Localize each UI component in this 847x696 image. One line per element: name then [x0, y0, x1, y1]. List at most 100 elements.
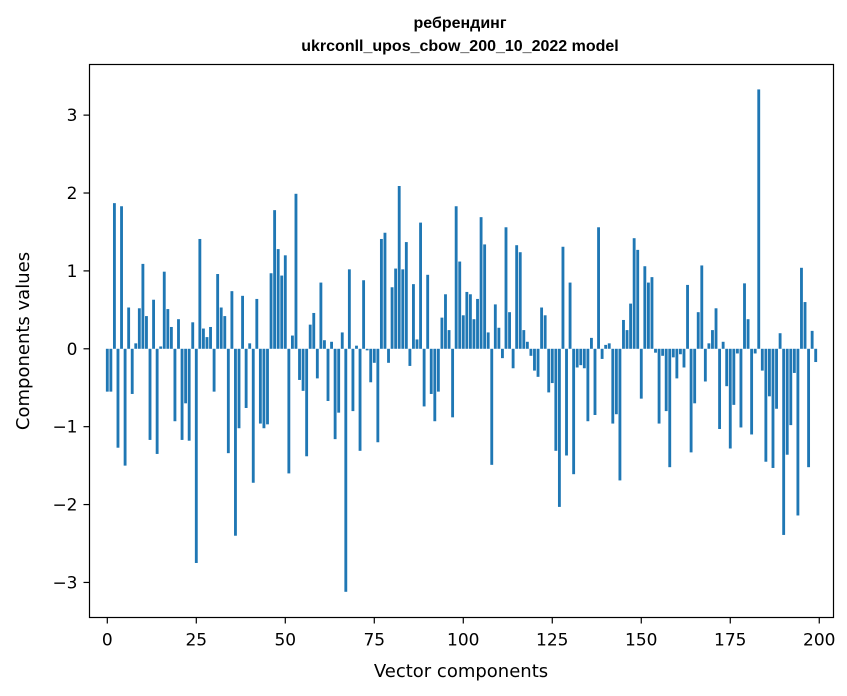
bar-component-153: [650, 277, 654, 349]
bar-component-162: [682, 348, 686, 368]
bar-component-0: [105, 348, 109, 392]
bar-component-170: [711, 330, 714, 349]
x-tick-label: 100: [447, 631, 479, 651]
bar-component-195: [800, 267, 803, 349]
bar-component-43: [258, 348, 262, 424]
bar-component-90: [426, 274, 430, 349]
bar-component-183: [757, 89, 761, 349]
bar-component-60: [319, 282, 323, 349]
bar-component-44: [262, 348, 266, 429]
bar-component-40: [248, 343, 252, 349]
bar-component-20: [177, 319, 180, 349]
bar-component-167: [700, 265, 704, 349]
bar-component-181: [750, 348, 754, 435]
bar-component-137: [593, 348, 597, 415]
bar-component-178: [739, 348, 743, 428]
bar-component-154: [654, 348, 657, 353]
bar-component-7: [130, 348, 134, 394]
bar-component-184: [760, 348, 764, 371]
x-tick-label: 75: [363, 631, 385, 651]
bar-component-59: [315, 348, 319, 379]
bar-component-94: [440, 317, 444, 349]
bar-component-35: [230, 291, 234, 349]
bar-component-161: [679, 348, 682, 355]
bars-group: [105, 89, 818, 592]
bar-component-107: [486, 332, 490, 349]
bar-component-23: [187, 348, 191, 441]
y-axis: −3 −2 −1 0 1 2 3: [52, 106, 90, 593]
bar-component-124: [547, 348, 551, 393]
bar-component-164: [689, 348, 693, 453]
x-tick-label: 175: [714, 631, 746, 651]
bar-component-68: [347, 269, 351, 349]
bar-component-54: [298, 348, 301, 380]
bar-component-92: [433, 348, 437, 422]
y-tick-label: −1: [52, 418, 77, 438]
bar-component-109: [493, 304, 497, 349]
x-tick-label: 25: [185, 631, 207, 651]
bar-component-100: [461, 315, 465, 349]
bar-component-80: [390, 287, 394, 349]
bar-component-155: [657, 348, 661, 424]
y-tick-label: −2: [52, 496, 77, 516]
bar-component-106: [483, 244, 487, 349]
chart-title-line-1: ребрендинг: [414, 15, 507, 32]
bar-component-147: [629, 303, 633, 349]
bar-component-171: [714, 308, 718, 349]
bar-component-31: [216, 274, 220, 349]
bar-component-198: [810, 330, 814, 349]
bar-component-52: [290, 335, 294, 349]
bar-component-91: [429, 348, 433, 394]
bar-component-192: [789, 348, 793, 426]
bar-component-143: [614, 348, 618, 415]
bar-component-13: [152, 299, 155, 349]
bar-component-98: [454, 206, 458, 349]
bar-component-173: [721, 341, 725, 349]
bar-component-93: [436, 348, 440, 392]
bar-component-149: [636, 249, 640, 349]
bar-component-110: [497, 327, 501, 349]
bar-component-121: [536, 348, 540, 377]
bar-component-2: [112, 203, 116, 349]
bar-component-102: [468, 294, 472, 349]
bar-component-19: [173, 348, 177, 422]
bar-component-156: [661, 348, 665, 356]
bar-component-190: [782, 348, 786, 535]
bar-component-78: [383, 232, 387, 349]
bar-component-119: [529, 348, 533, 356]
bar-component-66: [340, 332, 344, 349]
bar-component-37: [237, 348, 241, 429]
bar-component-116: [518, 252, 522, 349]
x-axis: 0 25 50 75 100 125 150 175 200: [102, 617, 835, 651]
bar-component-83: [401, 269, 405, 349]
bar-component-186: [768, 348, 771, 397]
bar-component-111: [501, 348, 504, 359]
bar-component-84: [404, 242, 408, 349]
bar-component-25: [194, 348, 198, 563]
bar-component-133: [579, 348, 583, 366]
bar-component-187: [771, 348, 775, 468]
bar-component-56: [305, 348, 309, 457]
bar-component-9: [137, 308, 141, 349]
bar-component-67: [344, 348, 348, 592]
bar-component-65: [337, 348, 341, 413]
bar-component-8: [134, 343, 138, 349]
bar-component-138: [597, 227, 600, 349]
bar-component-166: [696, 312, 700, 349]
bar-component-150: [639, 348, 643, 399]
bar-component-140: [604, 344, 608, 349]
x-axis-label: Vector components: [374, 661, 548, 682]
y-tick-label: 0: [67, 340, 78, 360]
bar-component-1: [109, 348, 113, 392]
bar-component-134: [582, 348, 586, 369]
bar-component-51: [287, 348, 291, 474]
bar-component-180: [746, 319, 750, 349]
bar-component-177: [735, 348, 739, 354]
bar-component-157: [664, 348, 668, 412]
bar-component-73: [365, 348, 369, 351]
bar-component-71: [358, 348, 362, 451]
bar-component-122: [540, 307, 544, 349]
bar-component-125: [550, 348, 554, 384]
bar-component-142: [611, 348, 615, 424]
